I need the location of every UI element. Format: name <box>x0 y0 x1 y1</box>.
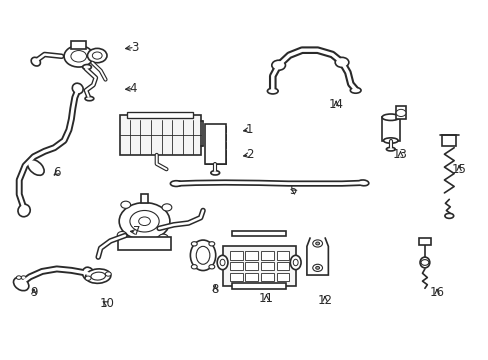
Ellipse shape <box>72 83 83 94</box>
Circle shape <box>191 265 197 269</box>
Ellipse shape <box>267 88 278 94</box>
Circle shape <box>121 201 130 208</box>
Ellipse shape <box>82 267 94 281</box>
Circle shape <box>191 242 197 246</box>
Ellipse shape <box>82 64 91 69</box>
Circle shape <box>117 231 127 239</box>
Circle shape <box>395 109 405 117</box>
Bar <box>141 194 148 203</box>
Circle shape <box>208 242 214 246</box>
Ellipse shape <box>419 257 429 268</box>
Ellipse shape <box>383 138 397 143</box>
Circle shape <box>85 276 91 280</box>
Circle shape <box>312 264 322 271</box>
Text: 1: 1 <box>245 123 253 136</box>
Bar <box>204 157 226 164</box>
Ellipse shape <box>14 277 29 291</box>
Ellipse shape <box>190 240 215 271</box>
Ellipse shape <box>444 213 453 219</box>
Text: 7: 7 <box>132 225 140 238</box>
Circle shape <box>420 260 428 265</box>
Ellipse shape <box>290 255 301 270</box>
Text: 8: 8 <box>211 283 219 296</box>
Circle shape <box>139 217 150 226</box>
Text: 15: 15 <box>451 163 466 176</box>
Ellipse shape <box>91 272 105 280</box>
Text: 2: 2 <box>245 148 253 161</box>
Circle shape <box>271 60 285 70</box>
Bar <box>204 149 226 156</box>
Text: 9: 9 <box>30 287 38 300</box>
Ellipse shape <box>217 255 227 270</box>
Bar <box>261 251 273 260</box>
Ellipse shape <box>27 159 44 175</box>
Ellipse shape <box>349 87 360 93</box>
Circle shape <box>119 203 169 240</box>
Bar <box>204 141 226 148</box>
Bar <box>245 251 258 260</box>
Circle shape <box>87 48 107 63</box>
Bar <box>395 107 406 119</box>
Circle shape <box>162 204 171 211</box>
Ellipse shape <box>31 57 41 66</box>
Text: 14: 14 <box>328 98 343 111</box>
Circle shape <box>315 266 319 269</box>
Ellipse shape <box>386 147 394 151</box>
Bar <box>276 262 289 270</box>
Bar <box>229 273 242 281</box>
Bar <box>222 246 295 286</box>
Text: 5: 5 <box>289 184 296 197</box>
Text: 16: 16 <box>429 287 444 300</box>
Circle shape <box>71 50 86 62</box>
Bar <box>120 116 200 155</box>
Circle shape <box>105 272 111 276</box>
Ellipse shape <box>357 180 368 186</box>
Bar <box>418 238 430 244</box>
Bar <box>229 251 242 260</box>
Ellipse shape <box>210 171 219 175</box>
Bar <box>204 126 226 132</box>
Text: 11: 11 <box>259 292 273 305</box>
Bar <box>118 237 171 250</box>
Bar <box>245 273 258 281</box>
Bar <box>261 273 273 281</box>
Ellipse shape <box>293 259 298 266</box>
Circle shape <box>334 57 348 67</box>
Ellipse shape <box>196 246 209 264</box>
Text: 6: 6 <box>53 166 61 179</box>
Bar <box>127 112 193 118</box>
Text: 13: 13 <box>392 148 407 161</box>
Ellipse shape <box>85 269 111 283</box>
Circle shape <box>92 52 102 59</box>
Bar <box>261 262 273 270</box>
Circle shape <box>64 45 93 67</box>
Text: 10: 10 <box>100 297 114 310</box>
Circle shape <box>315 242 319 245</box>
Circle shape <box>21 276 26 279</box>
Bar <box>229 262 242 270</box>
Bar <box>232 230 285 236</box>
Ellipse shape <box>220 259 224 266</box>
Bar <box>442 135 455 146</box>
Ellipse shape <box>18 204 30 217</box>
Circle shape <box>312 240 322 247</box>
Text: 3: 3 <box>131 41 138 54</box>
Bar <box>381 117 399 140</box>
Bar <box>71 41 86 49</box>
Bar <box>204 125 226 164</box>
Ellipse shape <box>170 181 182 186</box>
Circle shape <box>158 234 168 241</box>
Bar <box>276 273 289 281</box>
Text: 4: 4 <box>129 82 137 95</box>
Bar <box>245 262 258 270</box>
Ellipse shape <box>85 96 94 101</box>
Bar <box>232 283 285 289</box>
Bar <box>204 134 226 140</box>
Ellipse shape <box>381 114 399 121</box>
Bar <box>276 251 289 260</box>
Text: 12: 12 <box>317 294 332 307</box>
Circle shape <box>130 211 159 232</box>
Circle shape <box>208 265 214 269</box>
Circle shape <box>17 276 21 279</box>
